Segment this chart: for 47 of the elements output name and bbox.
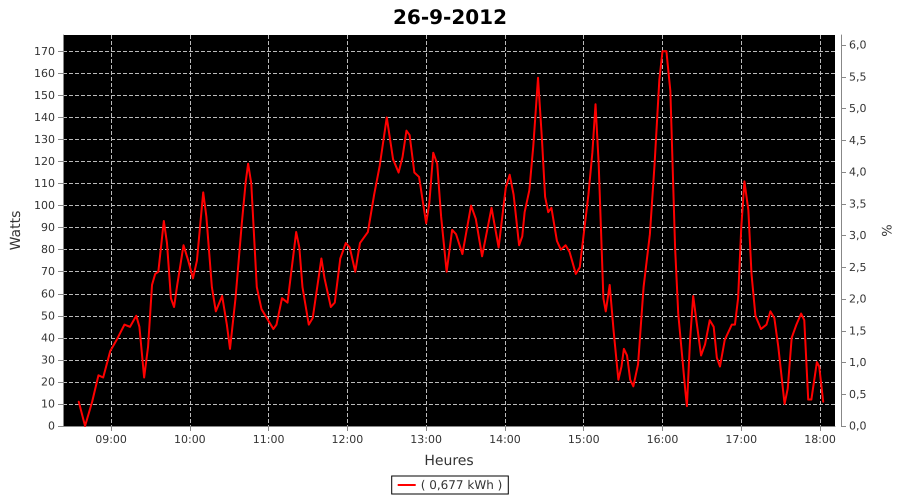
y-tick-label: 160 bbox=[34, 66, 55, 80]
x-tick-label: 14:00 bbox=[489, 433, 521, 446]
x-axis-title: Heures bbox=[424, 453, 474, 469]
y-tick-label: 90 bbox=[41, 221, 55, 234]
legend-label: ( 0,677 kWh ) bbox=[420, 478, 502, 492]
y-tick-label: 60 bbox=[41, 287, 55, 300]
y-tick-label: 70 bbox=[41, 265, 55, 278]
x-tick-label: 10:00 bbox=[174, 433, 206, 446]
y-tick-label: 110 bbox=[34, 177, 55, 190]
x-tick-label: 17:00 bbox=[725, 433, 758, 446]
y2-tick-label: 4,0 bbox=[849, 166, 866, 179]
chart-title: 26-9-2012 bbox=[392, 5, 508, 29]
x-tick-label: 16:00 bbox=[646, 433, 678, 446]
x-tick-label: 13:00 bbox=[410, 433, 442, 446]
y-axis-title: Watts bbox=[8, 210, 24, 250]
y-tick-label: 80 bbox=[41, 243, 55, 256]
y2-tick-label: 0,0 bbox=[849, 420, 866, 432]
y-tick-label: 0 bbox=[48, 420, 55, 432]
y-tick-label: 120 bbox=[34, 155, 55, 168]
y-tick-label: 10 bbox=[41, 397, 55, 410]
y2-tick-label: 0,5 bbox=[849, 388, 866, 401]
y-tick-label: 40 bbox=[41, 331, 55, 344]
y-tick-label: 30 bbox=[41, 353, 55, 366]
y-tick-label: 100 bbox=[34, 199, 55, 212]
y-tick-label: 170 bbox=[34, 44, 55, 58]
x-tick-label: 11:00 bbox=[252, 433, 284, 446]
y-tick-label: 20 bbox=[41, 375, 55, 388]
y2-tick-label: 1,5 bbox=[849, 324, 866, 338]
y-tick-label: 130 bbox=[34, 132, 55, 146]
y2-tick-label: 3,5 bbox=[849, 197, 866, 210]
y2-tick-label: 1,0 bbox=[849, 356, 866, 370]
x-tick-label: 12:00 bbox=[332, 433, 364, 446]
y2-tick-label: 2,0 bbox=[849, 292, 866, 306]
y2-tick-label: 5,0 bbox=[849, 102, 866, 116]
y-tick-label: 140 bbox=[34, 110, 55, 124]
y2-tick-label: 3,0 bbox=[849, 229, 866, 242]
y2-tick-label: 4,5 bbox=[849, 134, 866, 147]
y2-tick-label: 2,5 bbox=[849, 260, 866, 274]
y-tick-label: 150 bbox=[34, 88, 55, 102]
y2-tick-label: 6,0 bbox=[849, 38, 866, 52]
line-series bbox=[78, 50, 824, 427]
y2-tick-label: 5,5 bbox=[849, 70, 866, 84]
x-tick-label: 15:00 bbox=[568, 433, 600, 446]
x-tick-label: 09:00 bbox=[95, 433, 127, 446]
y2-axis-title: % bbox=[878, 224, 893, 237]
x-tick-label: 18:00 bbox=[804, 433, 836, 446]
y-tick-label: 50 bbox=[41, 309, 55, 322]
